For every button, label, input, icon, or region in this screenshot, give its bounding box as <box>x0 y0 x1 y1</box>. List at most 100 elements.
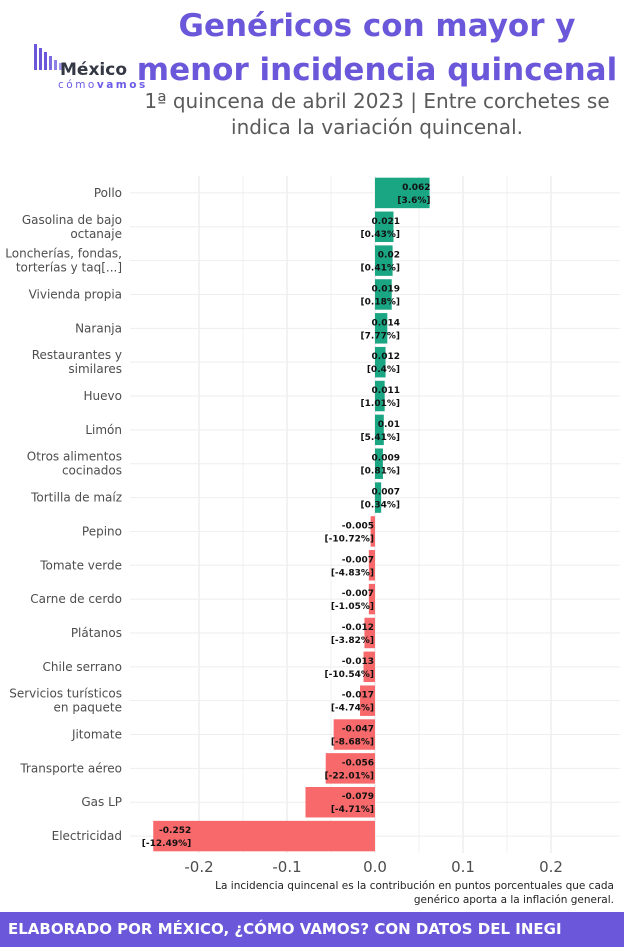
value-label: -0.079 <box>342 792 374 802</box>
variation-label: [5.41%] <box>361 433 400 443</box>
value-label: -0.047 <box>342 725 374 735</box>
category-label: octanaje <box>70 227 122 241</box>
chart-note: La incidencia quincenal es la contribuci… <box>215 880 614 906</box>
bar <box>375 482 382 513</box>
variation-label: [0.18%] <box>361 297 400 307</box>
variation-label: [-3.82%] <box>331 636 374 646</box>
value-label: 0.007 <box>372 488 400 498</box>
bar <box>375 177 430 209</box>
logo-bars-icon <box>34 44 62 70</box>
footer-banner: ELABORADO POR MÉXICO, ¿CÓMO VAMOS? CON D… <box>0 912 624 947</box>
variation-label: [-10.54%] <box>325 670 374 680</box>
category-label: Plátanos <box>71 626 122 640</box>
category-label: en paquete <box>54 701 122 715</box>
bar <box>153 820 375 852</box>
value-label: 0.01 <box>378 420 400 430</box>
category-label: Pollo <box>94 186 122 200</box>
category-label: Transporte aéreo <box>19 761 122 775</box>
category-label: Limón <box>85 423 122 437</box>
value-label: 0.009 <box>372 454 400 464</box>
category-label: Jitomate <box>71 728 122 742</box>
variation-label: [0.4%] <box>367 365 400 375</box>
bar <box>375 245 393 276</box>
bar <box>368 550 375 581</box>
category-label: similares <box>68 362 122 376</box>
chart-title: Genéricos con mayor y menor incidencia q… <box>136 8 618 88</box>
value-label: 0.011 <box>372 386 400 396</box>
value-label: -0.012 <box>342 623 374 633</box>
category-label: Tomate verde <box>39 558 122 572</box>
variation-label: [-4.71%] <box>331 805 374 815</box>
bar <box>375 313 388 344</box>
bar <box>368 583 375 615</box>
value-label: -0.005 <box>342 521 374 531</box>
bar <box>364 617 375 649</box>
variation-label: [0.34%] <box>361 501 400 511</box>
variation-label: [-10.72%] <box>325 534 374 544</box>
x-tick-label: 0.2 <box>539 858 563 876</box>
value-label: 0.014 <box>372 318 400 328</box>
value-label: 0.02 <box>378 251 400 261</box>
bar <box>370 516 375 547</box>
variation-label: [-1.05%] <box>331 602 374 612</box>
category-label: Carne de cerdo <box>30 592 122 606</box>
x-tick-label: 0.0 <box>363 858 387 876</box>
bar <box>325 753 375 784</box>
category-label: Naranja <box>75 321 122 335</box>
bar <box>375 346 386 378</box>
category-label: torterías y taq[...] <box>16 261 122 275</box>
logo-subtext: cómovamos <box>58 79 148 91</box>
category-label: Tortilla de maíz <box>30 491 122 505</box>
value-label: -0.056 <box>342 758 374 768</box>
bar <box>375 279 392 310</box>
category-label: Pepino <box>82 524 122 538</box>
logo <box>34 42 146 92</box>
variation-label: [-8.68%] <box>331 738 374 748</box>
bar <box>375 448 383 479</box>
variation-label: [3.6%] <box>397 196 430 206</box>
variation-label: [-4.83%] <box>331 568 374 578</box>
category-label: cocinados <box>62 464 122 478</box>
value-label: 0.062 <box>402 183 430 193</box>
bar <box>375 211 394 243</box>
variation-label: [-4.74%] <box>331 704 374 714</box>
value-label: -0.017 <box>342 691 374 701</box>
category-label: Chile serrano <box>43 660 122 674</box>
variation-label: [-12.49%] <box>142 839 191 849</box>
category-label: Electricidad <box>52 829 122 843</box>
category-label: Servicios turísticos <box>9 687 122 701</box>
value-label: 0.012 <box>372 352 400 362</box>
variation-label: [0.41%] <box>361 264 400 274</box>
bar <box>333 719 375 750</box>
variation-label: [0.81%] <box>361 467 400 477</box>
logo-sub-light: cómo <box>58 79 97 91</box>
value-label: -0.013 <box>342 657 374 667</box>
category-label: Loncherías, fondas, <box>5 247 122 261</box>
category-label: Restaurantes y <box>32 348 122 362</box>
category-label: Huevo <box>84 389 122 403</box>
variation-label: [0.43%] <box>361 230 400 240</box>
bar <box>375 414 384 446</box>
value-label: 0.019 <box>372 284 400 294</box>
x-tick-label: 0.1 <box>451 858 475 876</box>
bar-chart: Pollo 0.062 [3.6%] Gasolina de bajooctanaje… <box>5 176 620 876</box>
variation-label: [1.01%] <box>361 399 400 409</box>
chart-subtitle: 1ª quincena de abril 2023 | Entre corche… <box>144 89 610 139</box>
category-label: Gas LP <box>81 795 122 809</box>
category-label: Vivienda propia <box>29 287 122 301</box>
variation-label: [7.77%] <box>361 331 400 341</box>
bar <box>375 380 385 412</box>
x-tick-label: -0.1 <box>272 858 301 876</box>
bar <box>305 786 375 818</box>
value-label: -0.007 <box>342 589 374 599</box>
bar <box>363 651 375 683</box>
bar <box>360 685 375 716</box>
value-label: -0.007 <box>342 555 374 565</box>
category-label: Otros alimentos <box>27 450 122 464</box>
value-label: -0.252 <box>159 826 191 836</box>
variation-label: [-22.01%] <box>325 771 374 781</box>
logo-sub-bold: vamos <box>96 79 148 91</box>
category-label: Gasolina de bajo <box>22 213 122 227</box>
x-tick-label: -0.2 <box>184 858 213 876</box>
value-label: 0.021 <box>372 217 400 227</box>
